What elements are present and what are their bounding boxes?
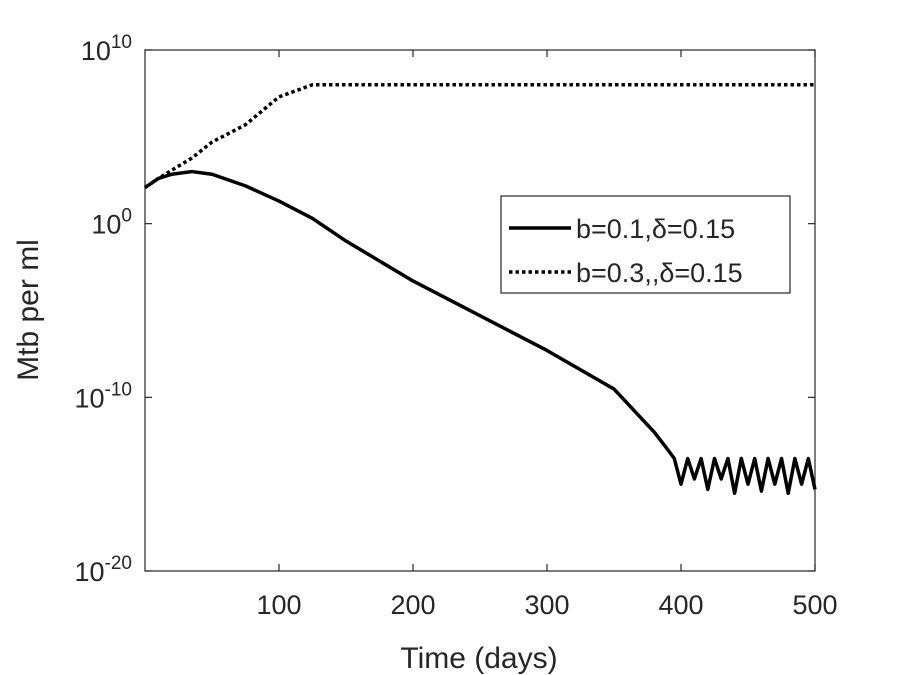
y-axis-label: Mtb per ml: [12, 239, 45, 381]
x-tick-label: 400: [658, 590, 703, 620]
legend: b=0.1,δ=0.15 b=0.3,,δ=0.15: [500, 195, 791, 294]
legend-label: b=0.3,,δ=0.15: [576, 258, 743, 288]
axes-box: [144, 49, 816, 572]
y-tick-label: 10-10: [74, 379, 132, 413]
legend-box: [500, 195, 791, 294]
legend-label: b=0.1,δ=0.15: [576, 214, 735, 244]
y-tick-label: 10-20: [74, 553, 132, 587]
x-tick-label: 300: [524, 590, 569, 620]
x-tick-label: 100: [256, 590, 301, 620]
x-axis-label: Time (days): [400, 642, 557, 675]
x-tick-label: 500: [792, 590, 837, 620]
x-tick-label: 200: [390, 590, 435, 620]
data-line: [144, 169, 817, 495]
y-tick-label: 100: [91, 206, 132, 240]
data-line: [144, 82, 815, 190]
y-tick-label: 1010: [81, 32, 132, 66]
